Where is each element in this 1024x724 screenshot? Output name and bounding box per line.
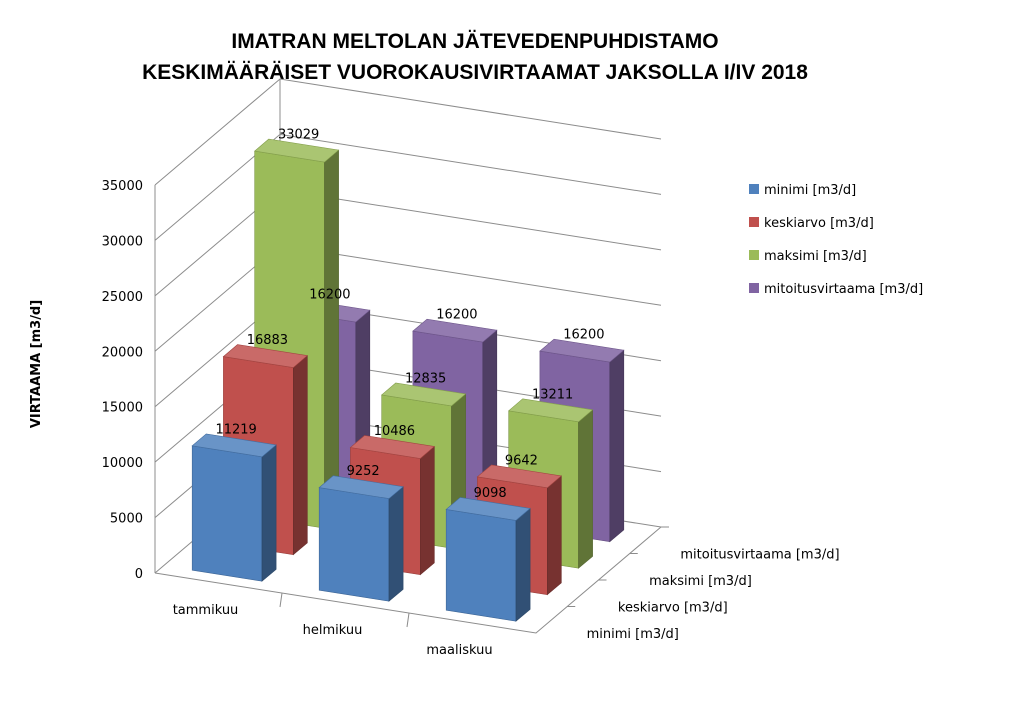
legend-swatch bbox=[749, 184, 759, 194]
depth-tick-label: keskiarvo [m3/d] bbox=[618, 600, 728, 615]
gridline bbox=[154, 78, 662, 186]
legend-label: mitoitusvirtaama [m3/d] bbox=[764, 282, 923, 297]
data-label: 16200 bbox=[309, 288, 350, 303]
depth-axis-labels: minimi [m3/d] keskiarvo [m3/d] maksimi [m3… bbox=[587, 547, 840, 642]
data-label: 13211 bbox=[532, 387, 573, 402]
data-label: 16883 bbox=[247, 333, 288, 348]
legend-label: keskiarvo [m3/d] bbox=[764, 216, 874, 231]
bar-top-face bbox=[476, 464, 562, 489]
x-tick-label: tammikuu bbox=[173, 603, 239, 618]
y-tick-label: 0 bbox=[135, 567, 143, 582]
y-axis-label: VIRTAAMA [m3/d] bbox=[29, 300, 44, 428]
chart-title-line-2: KESKIMÄÄRÄISET VUOROKAUSIVIRTAAMAT JAKSO… bbox=[142, 61, 808, 84]
x-axis-labels: tammikuu helmikuu maaliskuu bbox=[173, 603, 493, 658]
bar-side-face bbox=[261, 444, 277, 582]
legend-item: mitoitusvirtaama [m3/d] bbox=[749, 282, 923, 297]
bar-top-face bbox=[412, 318, 498, 343]
legend-item: minimi [m3/d] bbox=[749, 183, 856, 198]
bar-side-face bbox=[419, 445, 435, 576]
y-tick-label: 15000 bbox=[102, 401, 143, 416]
y-tick-label: 20000 bbox=[102, 345, 143, 360]
legend-label: maksimi [m3/d] bbox=[764, 249, 867, 264]
y-tick-label: 35000 bbox=[102, 179, 143, 194]
legend-swatch bbox=[749, 283, 759, 293]
bar-side-face bbox=[578, 409, 593, 569]
x-tick-label: helmikuu bbox=[303, 623, 363, 638]
bar-top-face bbox=[349, 435, 435, 459]
data-labels: 16200 16200 16200 33029 12835 13211 16883 10486… bbox=[215, 128, 604, 501]
bar-top-face bbox=[381, 382, 467, 407]
data-label: 16200 bbox=[563, 328, 604, 343]
bar bbox=[318, 475, 404, 602]
bar-top-face bbox=[254, 138, 340, 163]
data-label: 9642 bbox=[505, 453, 538, 468]
x-tick-mark bbox=[406, 612, 410, 628]
data-label: 12835 bbox=[405, 371, 446, 386]
bar-side-face bbox=[292, 354, 308, 556]
x-tick-label: maaliskuu bbox=[426, 643, 492, 658]
bar-top-face bbox=[445, 497, 531, 521]
legend: minimi [m3/d] keskiarvo [m3/d] maksimi [m3… bbox=[749, 183, 923, 297]
legend-item: maksimi [m3/d] bbox=[749, 249, 867, 264]
y-tick-label: 30000 bbox=[102, 234, 143, 249]
gridline bbox=[154, 133, 662, 241]
bar-front-face bbox=[318, 487, 390, 602]
bar-front-face bbox=[191, 445, 263, 582]
bar-top-face bbox=[222, 344, 308, 368]
depth-tick-label: minimi [m3/d] bbox=[587, 627, 679, 642]
bar-top-face bbox=[508, 398, 594, 423]
data-label: 9252 bbox=[347, 464, 380, 479]
bar-top-face bbox=[539, 338, 625, 363]
bar-front-face bbox=[445, 509, 517, 622]
data-label: 9098 bbox=[474, 486, 507, 501]
depth-tick-label: mitoitusvirtaama [m3/d] bbox=[680, 547, 839, 562]
y-tick-label: 10000 bbox=[102, 456, 143, 471]
data-label: 33029 bbox=[278, 128, 319, 143]
depth-tick-label: maksimi [m3/d] bbox=[649, 574, 752, 589]
bar-side-face bbox=[324, 149, 339, 529]
data-label: 11219 bbox=[215, 422, 256, 437]
x-tick-mark bbox=[279, 592, 283, 608]
legend-label: minimi [m3/d] bbox=[764, 183, 856, 198]
bar bbox=[445, 497, 531, 622]
bar-top-face bbox=[318, 475, 404, 499]
chart-title-line-1: IMATRAN MELTOLAN JÄTEVEDENPUHDISTAMO bbox=[231, 30, 718, 53]
bars bbox=[191, 138, 625, 622]
legend-swatch bbox=[749, 250, 759, 260]
chart-title: IMATRAN MELTOLAN JÄTEVEDENPUHDISTAMO KES… bbox=[142, 30, 808, 84]
y-tick-label: 5000 bbox=[110, 512, 143, 527]
bar bbox=[191, 433, 277, 582]
bar-side-face bbox=[609, 349, 625, 543]
bar-side-face bbox=[515, 507, 531, 622]
y-tick-label: 25000 bbox=[102, 290, 143, 305]
legend-item: keskiarvo [m3/d] bbox=[749, 216, 874, 231]
bar-side-face bbox=[546, 475, 562, 596]
bar-top-face bbox=[191, 433, 277, 458]
data-label: 10486 bbox=[374, 424, 415, 439]
y-axis-ticks: 0 5000 10000 15000 20000 25000 30000 35000 bbox=[102, 179, 143, 582]
gridline bbox=[154, 189, 662, 297]
legend-swatch bbox=[749, 217, 759, 227]
bar-side-face bbox=[388, 486, 404, 602]
data-label: 16200 bbox=[436, 308, 477, 323]
